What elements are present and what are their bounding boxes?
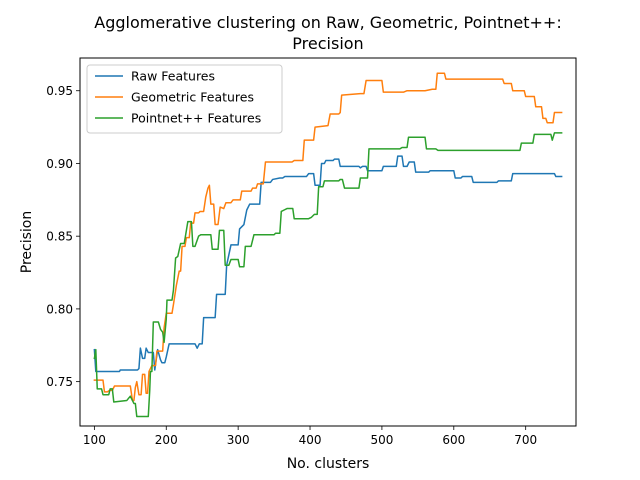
legend-box	[86, 64, 283, 134]
chart-subtitle: Precision	[292, 34, 363, 53]
plot-frame	[79, 57, 577, 427]
legend: Raw Features Geometric Features Pointnet++…	[86, 64, 283, 134]
x-tick-label: 500	[370, 433, 393, 447]
x-tick-label: 600	[442, 433, 465, 447]
y-axis: 0.75 0.80 0.85 0.90 0.95	[46, 84, 80, 389]
legend-label-1: Raw Features	[131, 69, 215, 84]
chart-title: Agglomerative clustering on Raw, Geometr…	[94, 13, 561, 32]
y-tick-label: 0.90	[46, 157, 73, 171]
y-tick-label: 0.75	[46, 375, 73, 389]
series-line-1	[93, 155, 563, 373]
y-tick-label: 0.85	[46, 230, 73, 244]
series-line-2	[93, 72, 563, 402]
y-tick-label: 0.80	[46, 302, 73, 316]
x-tick-label: 700	[514, 433, 537, 447]
plot-lines	[93, 72, 563, 418]
x-tick-label: 300	[227, 433, 250, 447]
x-tick-label: 400	[299, 433, 322, 447]
x-tick-label: 200	[155, 433, 178, 447]
x-axis: 100 200 300 400 500 600 700	[83, 426, 537, 447]
y-tick-label: 0.95	[46, 84, 73, 98]
legend-label-2: Geometric Features	[131, 90, 254, 105]
y-axis-label: Precision	[19, 211, 35, 273]
x-tick-label: 100	[83, 433, 106, 447]
x-axis-label: No. clusters	[287, 456, 370, 472]
series-line-3	[93, 132, 563, 418]
legend-label-3: Pointnet++ Features	[131, 111, 261, 126]
